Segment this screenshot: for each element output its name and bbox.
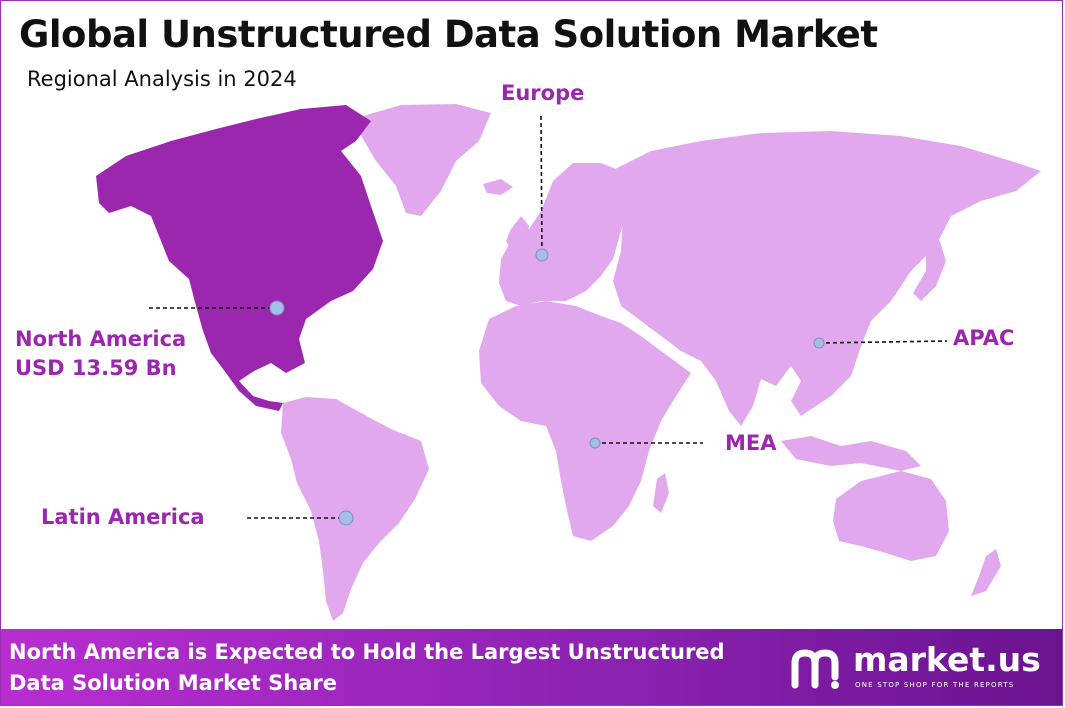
apac-label: APAC	[953, 326, 1015, 350]
latin-america-label: Latin America	[41, 505, 205, 529]
africa-shape	[479, 301, 691, 541]
apac-marker	[813, 337, 825, 349]
brand-tagline: ONE STOP SHOP FOR THE REPORTS	[855, 681, 1015, 689]
north-america-value: USD 13.59 Bn	[15, 356, 177, 380]
indonesia-shape	[781, 436, 921, 471]
footer-line-2: Data Solution Market Share	[9, 671, 338, 695]
europe-leader-line	[540, 115, 543, 255]
latin-america-shape	[281, 397, 429, 621]
north-america-label: North America	[15, 327, 187, 351]
greenland-shape	[353, 104, 491, 216]
apac-leader-line	[818, 340, 948, 344]
new-zealand-shape	[971, 549, 1001, 596]
north-america-shape	[96, 105, 383, 411]
world-map	[96, 104, 1041, 621]
australia-shape	[833, 471, 949, 561]
footer-banner: North America is Expected to Hold the La…	[1, 629, 1062, 705]
japan-shape	[913, 239, 946, 301]
footer-text: North America is Expected to Hold the La…	[9, 637, 789, 699]
mea-marker	[589, 437, 601, 449]
asia-shape	[611, 131, 1041, 426]
europe-shape	[499, 163, 631, 306]
iceland-shape	[483, 179, 513, 195]
footer-line-1: North America is Expected to Hold the La…	[9, 640, 725, 664]
uk-shape	[506, 216, 529, 253]
latin-america-marker	[338, 510, 354, 526]
market-us-logo-icon	[791, 649, 839, 689]
north-america-marker	[269, 300, 285, 316]
page-subtitle: Regional Analysis in 2024	[27, 67, 297, 91]
madagascar-shape	[653, 473, 669, 513]
brand-name: market.us	[853, 640, 1041, 679]
page-title: Global Unstructured Data Solution Market	[19, 13, 878, 56]
europe-label: Europe	[501, 81, 585, 105]
europe-marker	[535, 248, 549, 262]
mea-label: MEA	[725, 431, 777, 455]
